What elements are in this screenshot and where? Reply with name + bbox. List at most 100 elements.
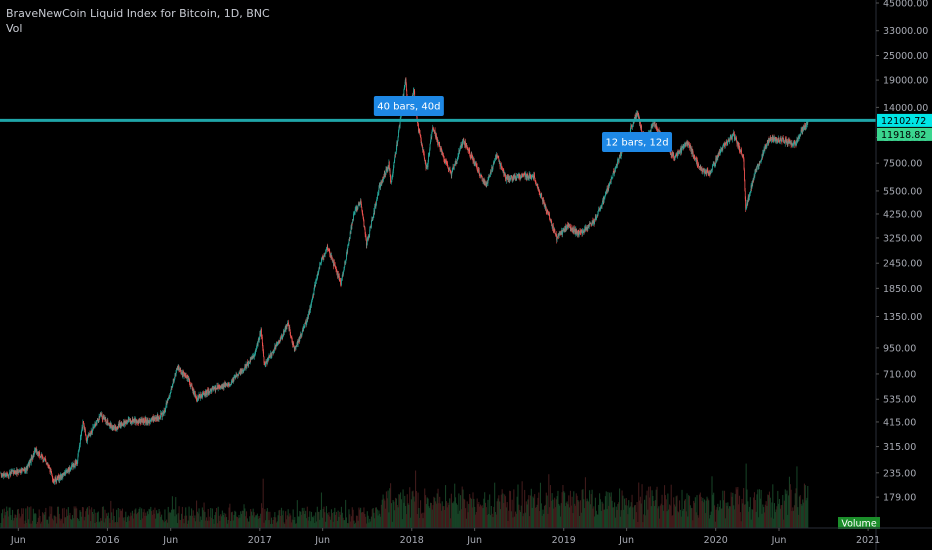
candle [33, 450, 35, 458]
candle [786, 139, 788, 144]
volume-bar [519, 511, 522, 528]
candle [52, 476, 54, 483]
volume-bar [232, 520, 234, 528]
candle [236, 373, 238, 378]
candle [261, 334, 263, 340]
candle [116, 426, 118, 433]
candle [517, 173, 518, 177]
candle [301, 335, 302, 339]
bars-range-annotation[interactable]: 40 bars, 40d [373, 96, 444, 116]
candle [431, 131, 433, 140]
bars-range-annotation[interactable]: 12 bars, 12d [602, 132, 673, 152]
candle [118, 421, 120, 429]
volume-bar [270, 523, 272, 528]
volume-bar [451, 502, 453, 528]
volume-bar [745, 463, 747, 528]
candle [42, 455, 44, 463]
candle [36, 449, 38, 455]
candle [177, 366, 179, 370]
candle [583, 228, 585, 235]
candle [214, 386, 215, 390]
candle [585, 224, 587, 231]
candle [437, 137, 438, 146]
volume-bar [161, 519, 163, 528]
candle [258, 338, 260, 343]
candle [455, 160, 457, 167]
volume-bar [728, 506, 731, 528]
candle [325, 249, 326, 254]
candle [46, 462, 48, 465]
candle [449, 166, 451, 170]
candle [247, 360, 249, 368]
candle [796, 136, 798, 143]
volume-bar [279, 509, 281, 528]
volume-bar [514, 511, 517, 528]
candle [472, 158, 474, 163]
y-tick-label: 415.00 [883, 417, 916, 428]
volume-bar [430, 502, 432, 528]
volume-bar [570, 505, 572, 528]
volume-bar [539, 511, 541, 528]
candle [326, 247, 327, 253]
candle [148, 417, 150, 423]
candle [724, 142, 726, 149]
candle [427, 159, 429, 170]
volume-bar [376, 509, 378, 528]
candle [563, 228, 565, 233]
candle [485, 182, 487, 188]
candle [601, 202, 603, 210]
candle [12, 468, 14, 472]
candle [92, 423, 94, 432]
volume-bar [249, 516, 251, 528]
volume-bar [36, 523, 38, 528]
volume-bar [478, 501, 480, 528]
x-tick-label: Jun [162, 535, 178, 546]
volume-bar [419, 517, 421, 528]
volume-bar [166, 522, 168, 528]
volume-bar [155, 518, 157, 528]
candle [314, 281, 316, 289]
candle [271, 351, 273, 358]
candle [173, 378, 175, 384]
candle [256, 343, 258, 349]
candle [763, 146, 765, 152]
candle [137, 419, 139, 424]
volume-bar [518, 504, 520, 528]
candle [395, 151, 397, 155]
candle [440, 146, 442, 152]
candle [450, 170, 451, 173]
volume-bar [171, 509, 173, 528]
candle [494, 158, 496, 162]
candle [550, 218, 552, 224]
volume-bar [795, 488, 797, 528]
candle [27, 463, 29, 470]
candle [594, 218, 596, 221]
candle [4, 473, 5, 476]
volume-bar [604, 496, 606, 528]
candle [298, 337, 300, 343]
volume-bar [355, 515, 357, 528]
volume-bar [685, 511, 687, 528]
candle [49, 467, 51, 474]
candle [580, 229, 582, 233]
candle [88, 433, 90, 437]
volume-bar [386, 498, 388, 528]
volume-bar [628, 500, 630, 528]
candle [72, 463, 74, 471]
candle [155, 416, 157, 422]
candle [579, 230, 580, 235]
candle [61, 475, 63, 480]
candle [196, 397, 198, 403]
volume-bar [68, 515, 70, 528]
volume-bar [719, 500, 721, 528]
volume-bar [511, 499, 513, 528]
candle [571, 227, 573, 233]
volume-bar [443, 506, 445, 528]
candle [465, 143, 467, 148]
candle [368, 234, 370, 240]
candle [19, 470, 21, 473]
volume-bar [501, 489, 503, 528]
volume-bar [2, 518, 4, 528]
